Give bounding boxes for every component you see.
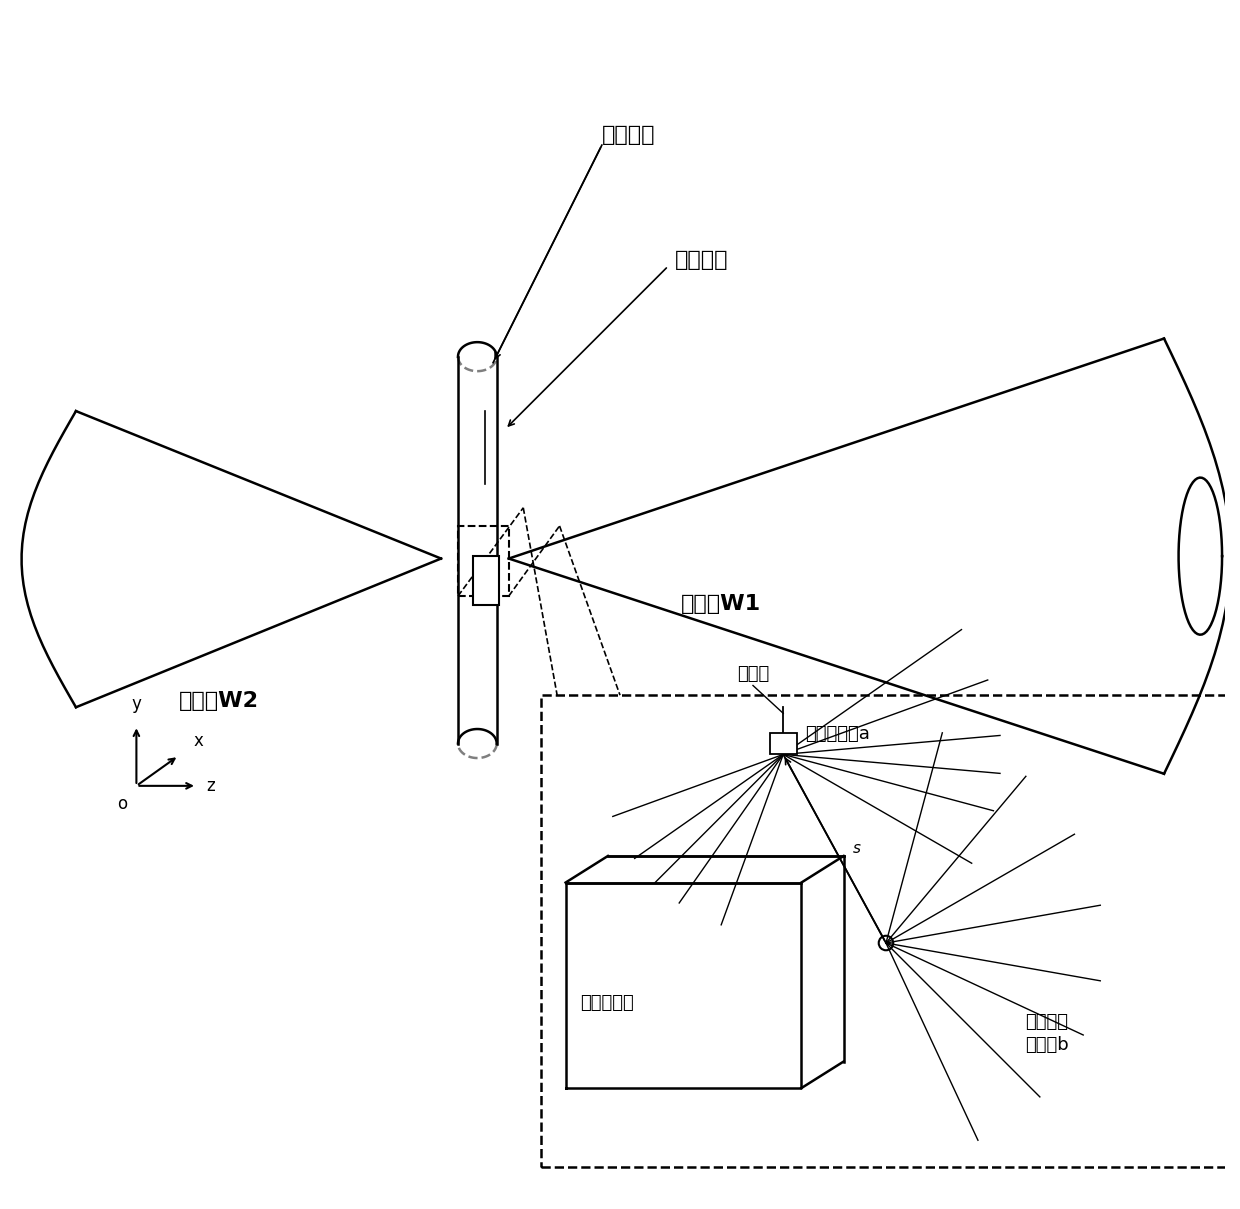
Polygon shape bbox=[565, 883, 801, 1088]
Bar bbox=[542, 695, 1230, 1167]
Text: x: x bbox=[193, 731, 203, 750]
Bar bbox=[458, 526, 508, 596]
Text: 参考波W1: 参考波W1 bbox=[681, 595, 760, 614]
Bar bbox=[770, 733, 796, 754]
Text: z: z bbox=[207, 777, 216, 794]
Text: s: s bbox=[853, 841, 861, 856]
Text: 纳米线波导: 纳米线波导 bbox=[580, 995, 634, 1012]
Text: o: o bbox=[117, 796, 126, 812]
Text: 玻璃基底: 玻璃基底 bbox=[601, 126, 656, 145]
Text: 衍射波前
出射端b: 衍射波前 出射端b bbox=[1025, 1013, 1069, 1054]
Text: 波导耦合端a: 波导耦合端a bbox=[805, 725, 869, 742]
Bar bbox=[472, 556, 498, 604]
Text: 裸光纤: 裸光纤 bbox=[737, 665, 769, 683]
Text: 单模光纤: 单模光纤 bbox=[675, 250, 728, 270]
Text: 待测波W2: 待测波W2 bbox=[179, 692, 259, 711]
Text: y: y bbox=[131, 695, 141, 713]
